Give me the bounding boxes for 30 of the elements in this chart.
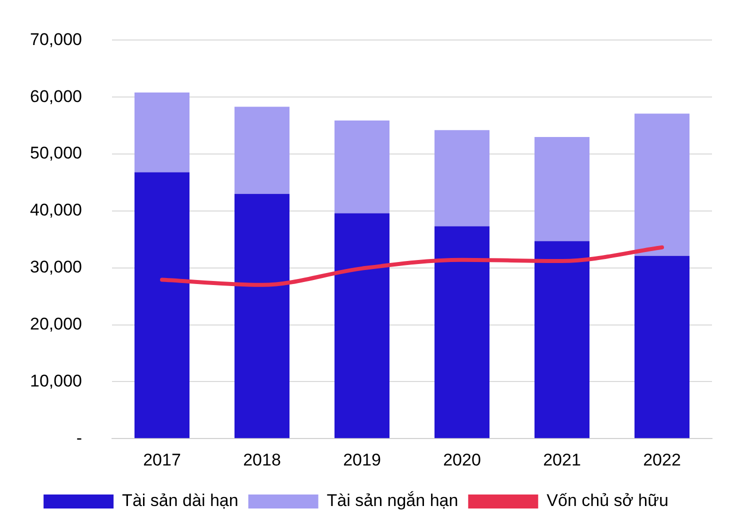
x-tick-label: 2017 (143, 450, 181, 470)
x-tick-label: 2021 (543, 450, 581, 470)
bar (234, 194, 290, 438)
y-tick-label: 50,000 (30, 144, 82, 163)
x-tick-label: 2018 (243, 450, 281, 470)
bar (434, 130, 490, 226)
y-tick-label: 60,000 (30, 86, 82, 106)
y-tick-label: 70,000 (30, 30, 82, 49)
bar (134, 172, 190, 438)
legend-label: Vốn chủ sở hữu (546, 491, 668, 510)
bar (334, 120, 390, 214)
line-series (160, 245, 664, 287)
y-tick-label: 10,000 (30, 371, 82, 390)
bar (134, 92, 190, 172)
bar (234, 106, 290, 194)
y-tick-label: 30,000 (30, 258, 82, 277)
legend-label: Tài sản ngắn hạn (326, 491, 458, 510)
x-tick-label: 2022 (643, 450, 681, 470)
bar (534, 136, 590, 242)
y-tick-label: - (76, 428, 82, 448)
bar (434, 226, 490, 438)
bar (634, 256, 690, 438)
y-tick-label: 20,000 (30, 314, 82, 334)
bar (334, 213, 390, 438)
x-tick-label: 2019 (343, 450, 381, 470)
y-tick-label: 40,000 (30, 200, 82, 220)
bar (534, 241, 590, 438)
x-tick-label: 2020 (443, 450, 481, 470)
bar (634, 114, 690, 256)
legend-label: Tài sản dài hạn (122, 491, 238, 510)
